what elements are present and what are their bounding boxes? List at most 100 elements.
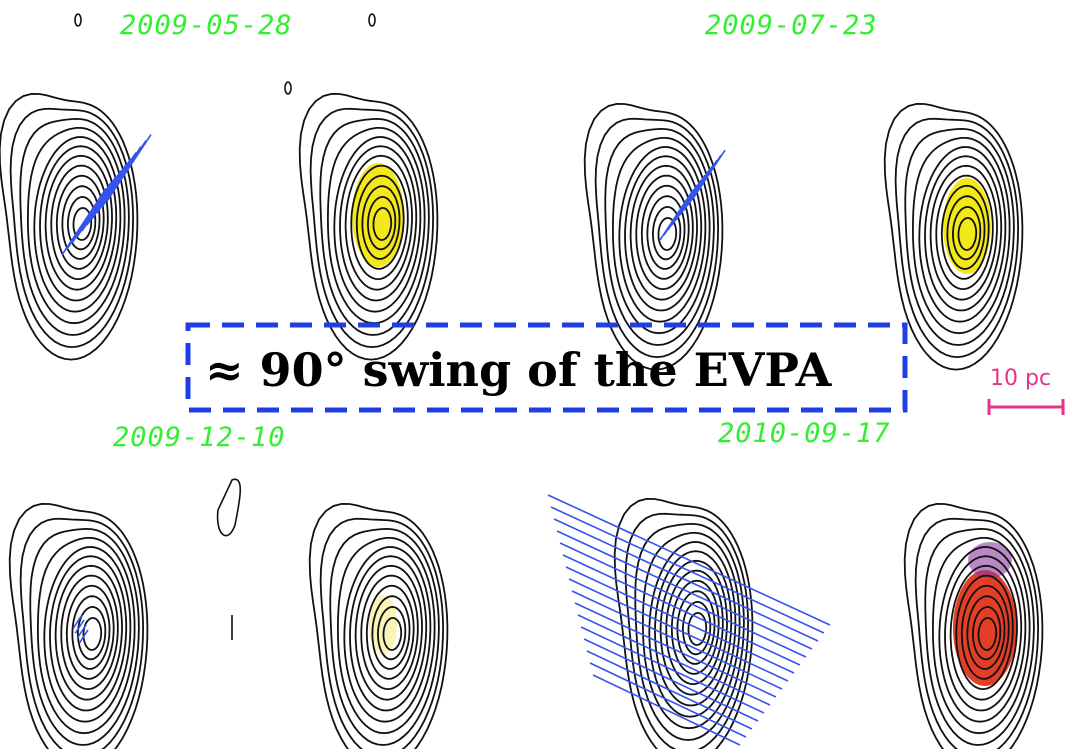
contour [319,117,430,336]
contour [343,546,432,723]
contour [382,617,403,651]
contour [50,164,109,281]
contour [8,502,149,749]
contour [344,154,413,291]
contour [308,502,449,749]
contour [624,155,703,312]
contour [60,574,119,691]
contour [0,92,139,361]
evpa-tick [580,626,765,714]
contour [611,137,711,335]
contour [640,184,690,280]
contour [604,127,715,346]
evpa-tick [74,619,85,634]
contour [284,81,292,95]
epoch-label: 2009-07-23 [705,10,878,41]
epoch-label: 2010-09-17 [718,418,891,449]
contour [929,164,998,301]
contour [43,546,132,723]
contour-maps [0,13,1044,749]
evpa-tick [66,182,112,250]
contour [911,137,1011,335]
contour [946,195,986,270]
contour [977,617,998,651]
contour [216,478,242,537]
evpa-tick [562,554,801,666]
contour [74,13,82,27]
contour [931,537,1031,735]
contour [361,185,401,260]
evpa-tick [78,629,89,644]
epoch-label: 2009-12-10 [113,422,286,453]
annotation-box [185,322,908,413]
evpa-tick [72,614,83,629]
annotation: ≈ 90° swing of the EVPA [205,343,833,397]
contour [326,127,426,325]
contour [360,574,419,691]
evpa-tick [586,650,753,730]
evpa-tick [101,140,147,208]
contour [368,13,376,27]
contour [914,517,1040,749]
contour [33,136,122,313]
contour [372,207,393,241]
emission-core [968,542,1012,578]
contour [966,595,1006,670]
evpa-tick [559,542,807,658]
contour [670,579,720,675]
contour [29,527,140,746]
evpa-tick [589,662,747,738]
contour [681,600,712,656]
contour [66,195,97,251]
contour [629,164,698,301]
contour [903,502,1044,749]
contour [26,127,126,325]
contour [336,537,436,735]
contour [19,517,145,749]
contour [339,145,418,302]
contour [39,145,118,302]
contour [61,185,101,260]
evpa-tick [691,149,726,201]
evpa-tick [81,164,127,232]
evpa-tick [556,530,813,650]
contour [654,550,733,707]
contour [376,605,407,661]
contour [935,174,994,291]
contour [951,205,982,261]
contour [918,146,1007,323]
evpa-tick [553,518,819,642]
evpa-tick [571,590,783,690]
contour [883,102,1024,371]
contour [613,497,754,749]
contour [371,595,411,670]
contour [55,174,105,270]
contour [938,546,1027,723]
scale-bar [987,399,1065,415]
contour [957,217,978,251]
evpa-tick [71,176,117,244]
evpa-tick [76,170,122,238]
contour [624,512,750,749]
evpa-tick [565,566,795,674]
evpa-tick [577,614,771,706]
contour [76,605,107,661]
contour [72,207,93,241]
contour [355,174,405,270]
scale-label: 10 pc [990,366,1051,391]
contour [657,217,678,251]
contour [944,555,1023,712]
contour [940,184,990,280]
contour [350,164,409,281]
contour [44,154,113,291]
contour [904,127,1015,346]
contour [319,517,445,749]
evpa-tick [583,638,759,722]
evpa-tick [61,188,107,256]
contour [960,584,1010,680]
contour [635,174,694,291]
contour [82,617,103,651]
contour [333,136,422,313]
evpa-tick [550,506,825,634]
contour [924,155,1003,312]
